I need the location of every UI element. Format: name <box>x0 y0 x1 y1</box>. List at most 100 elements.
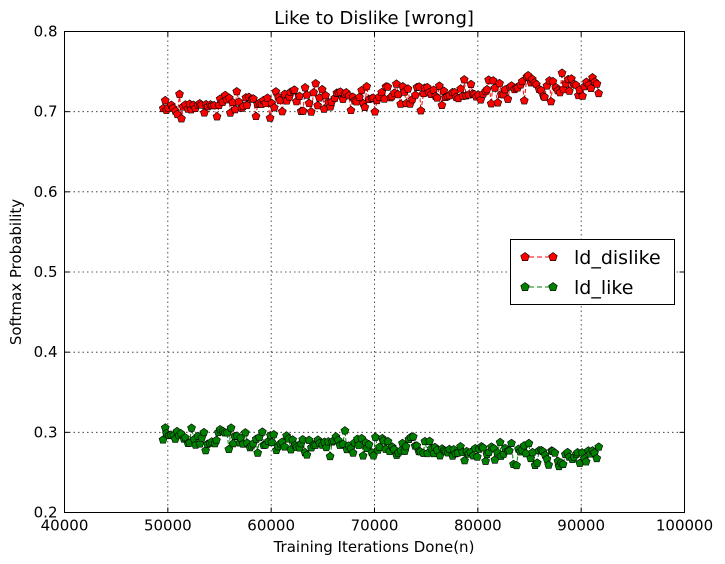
x-tick-label: 70000 <box>351 517 399 535</box>
x-tick-label: 40000 <box>41 517 89 535</box>
y-tick-label: 0.8 <box>34 23 58 41</box>
data-point <box>478 443 488 452</box>
data-point <box>306 107 316 116</box>
data-point <box>234 97 244 106</box>
data-point <box>550 448 560 457</box>
data-point <box>544 460 553 469</box>
legend-marker-ld-like <box>548 282 558 291</box>
data-point <box>199 427 209 437</box>
legend-box <box>510 239 675 305</box>
data-point <box>557 68 567 77</box>
data-point <box>411 90 420 99</box>
x-tick-label: 60000 <box>247 517 295 535</box>
data-point <box>187 423 196 432</box>
data-point <box>232 86 242 96</box>
x-axis-label: Training Iterations Done(n) <box>273 538 475 556</box>
x-tick-label: 100000 <box>656 517 713 535</box>
data-point <box>466 79 476 88</box>
legend-label-ld-dislike: ld_dislike <box>574 247 661 269</box>
data-point <box>360 102 370 111</box>
legend-marker-ld-like <box>520 282 530 291</box>
data-point <box>495 78 504 88</box>
data-point <box>401 441 411 451</box>
data-point <box>503 94 513 103</box>
data-point <box>488 76 498 85</box>
data-point <box>253 448 263 457</box>
y-tick-label: 0.3 <box>34 423 58 441</box>
data-point <box>304 98 314 108</box>
data-point <box>269 103 279 112</box>
data-point <box>358 451 368 460</box>
data-point <box>201 445 210 455</box>
data-point <box>495 437 505 447</box>
data-point <box>524 438 534 448</box>
data-point <box>546 96 556 106</box>
data-point <box>416 106 426 115</box>
data-point <box>300 83 310 92</box>
data-point <box>258 427 267 436</box>
data-point <box>249 94 258 103</box>
data-point <box>325 451 335 461</box>
data-point <box>290 85 299 94</box>
data-point <box>340 426 350 435</box>
data-point <box>472 452 482 461</box>
data-point <box>371 432 380 441</box>
data-point <box>403 84 413 93</box>
data-point <box>532 458 542 467</box>
data-point <box>459 75 469 84</box>
data-point <box>370 107 380 116</box>
data-point <box>311 78 321 88</box>
data-point <box>362 81 372 91</box>
data-point <box>505 446 514 455</box>
data-point <box>304 435 314 444</box>
y-axis-label: Softmax Probability <box>7 199 25 345</box>
data-point <box>594 442 604 451</box>
y-tick-label: 0.2 <box>34 504 58 522</box>
y-tick-label: 0.6 <box>34 183 58 201</box>
data-point <box>594 88 604 98</box>
data-point <box>383 82 393 91</box>
legend: ld_dislike ld_like <box>510 239 675 305</box>
ticks: 40000 50000 60000 70000 80000 90000 100000 0.2 0… <box>34 23 713 535</box>
chart-title: Like to Dislike [wrong] <box>274 8 474 29</box>
data-point <box>212 112 222 121</box>
data-point <box>242 100 252 110</box>
data-point <box>375 442 384 451</box>
data-point <box>298 106 308 115</box>
data-point <box>263 93 272 102</box>
y-tick-label: 0.5 <box>34 263 58 281</box>
data-point <box>383 436 393 446</box>
data-point <box>482 84 492 94</box>
data-point <box>346 105 356 115</box>
y-tick-label: 0.7 <box>34 103 58 121</box>
data-point <box>355 92 364 102</box>
x-tick-label: 90000 <box>557 517 605 535</box>
data-point <box>277 106 287 116</box>
data-point <box>512 460 521 470</box>
data-point <box>354 440 364 449</box>
legend-marker-ld-dislike <box>520 252 530 261</box>
data-point <box>160 95 170 105</box>
data-point <box>298 435 308 444</box>
data-point <box>460 456 469 465</box>
data-point <box>199 108 209 117</box>
data-point <box>392 79 401 88</box>
x-tick-label: 50000 <box>144 517 192 535</box>
data-point <box>269 430 279 439</box>
data-point <box>434 81 444 90</box>
data-point <box>540 92 549 101</box>
data-point <box>507 438 516 447</box>
series-ld_like <box>158 423 604 471</box>
data-point <box>265 113 275 122</box>
data-point <box>302 450 312 459</box>
data-point <box>558 459 568 469</box>
data-point <box>581 457 591 466</box>
data-point <box>313 100 322 110</box>
data-point <box>456 84 466 93</box>
series-ld_dislike <box>158 68 604 123</box>
series-layer <box>158 68 604 471</box>
y-tick-label: 0.4 <box>34 343 58 361</box>
data-point <box>592 79 602 88</box>
data-point <box>251 111 261 121</box>
